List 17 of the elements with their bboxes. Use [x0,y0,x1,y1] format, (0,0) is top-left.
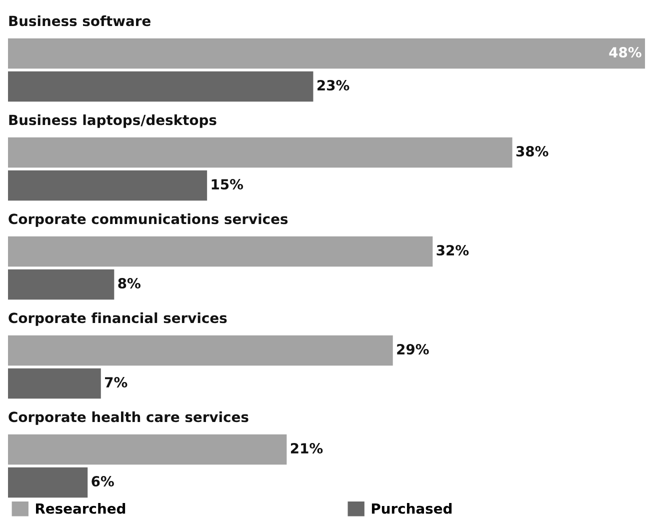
y-tick-label: Corporate health care services [8,411,248,425]
y-tick-label: Corporate communications services [8,213,288,227]
data-label: 23% [318,80,350,91]
y-tick-label: Business software [9,15,150,26]
data-label: 29% [397,344,429,355]
data-label: 15% [212,179,244,190]
data-label: 6% [92,476,114,487]
legend-label: Researched [36,503,126,514]
data-label: 32% [436,245,469,256]
legend-label: Purchased [372,503,452,514]
data-label: 8% [118,278,140,289]
data-label: 7% [105,377,128,388]
data-label: 48% [609,47,642,58]
y-tick-label: Business laptops/desktops [9,114,216,128]
data-label: 21% [290,443,323,454]
y-tick-label: Corporate financial services [8,312,227,326]
data-label: 38% [516,146,548,157]
